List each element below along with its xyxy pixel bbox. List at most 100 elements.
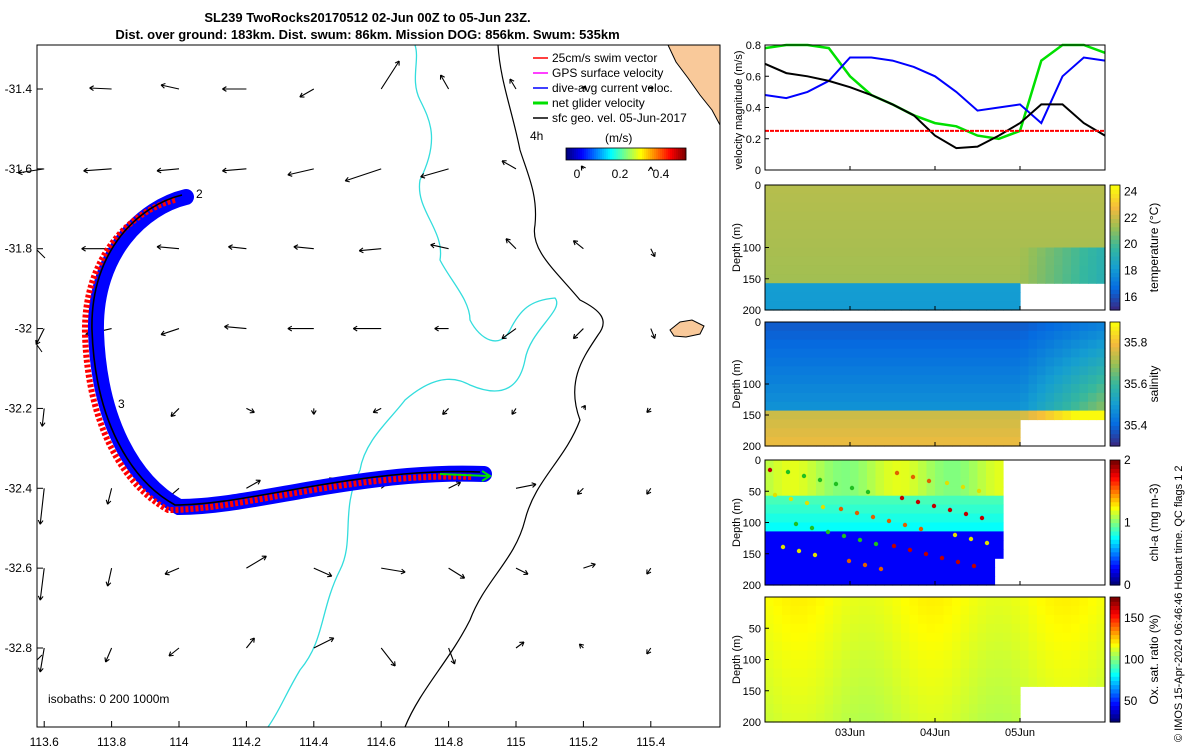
heatmap-cell [943,322,953,332]
heatmap-cell [1020,650,1030,661]
colorbar-cell [1110,580,1120,586]
heatmap-cell [799,419,809,429]
heatmap-cell [892,650,902,661]
heatmap-cell [1088,597,1098,607]
heatmap-cell [765,283,775,293]
heatmap-cell [799,348,809,359]
heatmap-cell [782,348,792,359]
heatmap-cell [918,229,928,240]
geo-velocity-arrow [448,567,466,579]
heatmap-cell [994,531,1004,541]
heatmap-cell [960,330,970,341]
heatmap-cell [1096,265,1106,275]
geo-velocity-arrow [89,85,112,92]
heatmap-cell [892,274,902,284]
map-colorbar-cell [596,148,599,160]
heatmap-cell [782,301,792,311]
heatmap-cell [807,531,817,541]
colorbar-label: chl-a (mg m-3) [1147,483,1161,561]
heatmap-cell [858,641,868,652]
heatmap-cell [1045,623,1055,634]
chl-sample-dot [939,555,945,561]
heatmap-cell [977,366,987,376]
isobath-200m [267,44,558,728]
heatmap-cell [892,339,902,350]
colorbar-cell [1110,472,1120,478]
heatmap-cell [1062,668,1072,678]
geo-velocity-arrow [583,562,596,569]
heatmap-cell [884,283,894,293]
heatmap-cell [875,437,885,447]
heatmap-cell [952,428,962,438]
heatmap-cell [841,576,851,586]
colorbar-cell [1110,501,1120,507]
colorbar-cell [1110,276,1120,282]
heatmap-cell [1054,220,1064,231]
geo-velocity-arrow [650,248,656,258]
heatmap-cell [892,202,902,213]
heatmap-cell [833,614,843,625]
colorbar-cell [1110,247,1120,253]
map-colorbar-cell [576,148,579,160]
heatmap-cell [1071,265,1081,275]
heatmap-cell [850,504,860,515]
heatmap-cell [952,265,962,275]
heatmap-cell [807,677,817,687]
heatmap-cell [1079,238,1089,249]
geo-velocity-arrow [104,647,113,663]
heatmap-cell [943,357,953,367]
heatmap-cell [935,504,945,515]
heatmap-cell [926,283,936,293]
heatmap-cell [1045,193,1055,204]
heatmap-cell [782,713,792,723]
heatmap-cell [986,522,996,532]
heatmap-cell [765,540,775,550]
heatmap-cell [926,713,936,723]
heatmap-cell [799,460,809,470]
heatmap-cell [1011,384,1021,394]
colorbar-cell [1110,717,1120,723]
heatmap-cell [969,437,979,447]
heatmap-cell [1028,339,1038,350]
heatmap-cell [1079,659,1089,669]
heatmap-cell [824,375,834,385]
heatmap-cell [1037,410,1047,421]
heatmap-cell [901,677,911,687]
heatmap-cell [1045,632,1055,643]
heatmap-cell [969,330,979,341]
heatmap-cell [773,419,783,429]
heatmap-cell [892,301,902,311]
heatmap-cell [850,477,860,488]
heatmap-cell [960,384,970,394]
heatmap-cell [977,540,987,550]
heatmap-cell [807,477,817,488]
heatmap-cell [790,659,800,669]
heatmap-cell [773,265,783,275]
map-y-tick-label: -32.8 [5,641,33,655]
heatmap-cell [790,614,800,625]
map-colorbar-cell [622,148,625,160]
colorbar-cell [1110,384,1120,389]
colorbar-cell [1110,460,1120,465]
heatmap-cell [943,531,953,541]
heatmap-cell [986,357,996,367]
heatmap-cell [875,522,885,532]
heatmap-cell [960,567,970,577]
heatmap-cell [858,322,868,332]
colorbar-tick-label: 100 [1124,653,1144,667]
heatmap-cell [1003,375,1013,385]
heatmap-cell [1062,659,1072,669]
heatmap-cell [977,419,987,429]
heatmap-cell [994,477,1004,488]
heatmap-y-tick-label: 100 [743,243,761,255]
heatmap-cell [790,495,800,506]
colorbar-cell [1110,359,1120,364]
heatmap-cell [986,283,996,293]
heatmap-cell [1062,614,1072,625]
colorbar-cell [1110,680,1120,686]
heatmap-cell [773,247,783,257]
heatmap-cell [1028,605,1038,616]
heatmap-cell [773,558,783,568]
heatmap-cell [765,605,775,616]
heatmap-cell [1028,330,1038,341]
